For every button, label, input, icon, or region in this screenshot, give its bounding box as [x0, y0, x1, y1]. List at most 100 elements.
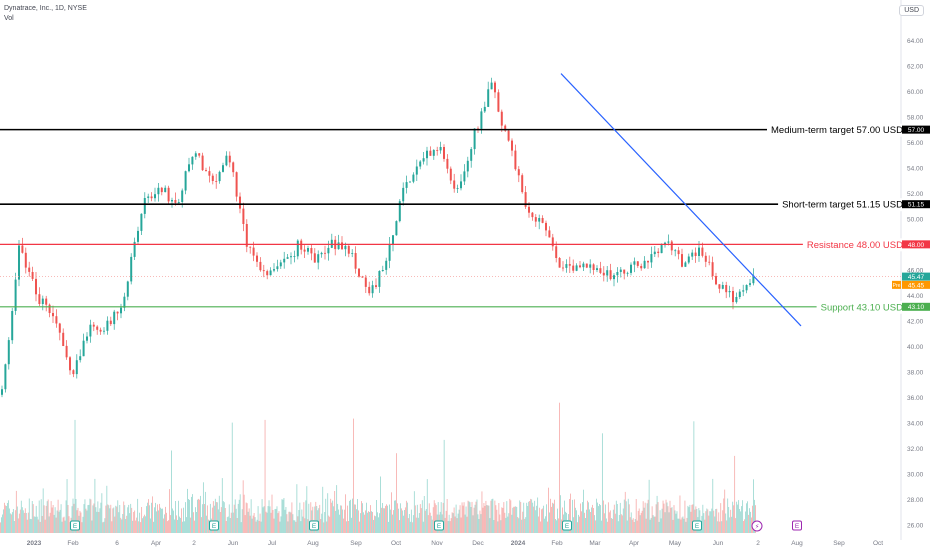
candle	[371, 285, 374, 294]
volume-bar	[231, 422, 233, 533]
volume-bar	[37, 519, 39, 533]
volume-bar	[560, 495, 561, 533]
volume-bar	[183, 507, 184, 533]
volume-bar	[430, 515, 432, 533]
candle	[497, 92, 500, 112]
candle	[351, 253, 354, 254]
volume-bar	[385, 505, 386, 533]
candle	[735, 297, 738, 303]
candle	[732, 291, 734, 303]
news-glyph: ⚡	[755, 524, 760, 531]
volume-bar	[61, 521, 63, 533]
volume-bar	[390, 509, 391, 533]
volume-bar	[246, 503, 248, 533]
volume-bar	[637, 510, 639, 533]
volume-bar	[343, 518, 345, 533]
volume-bar	[633, 522, 635, 533]
volume-bar	[643, 507, 645, 533]
volume-bar	[72, 498, 74, 533]
volume-bar	[589, 509, 590, 533]
volume-bar	[638, 508, 640, 533]
volume-bar	[654, 516, 656, 533]
volume-bar	[220, 507, 222, 533]
volume-bar	[600, 520, 602, 533]
volume-bar	[292, 514, 294, 533]
volume-bar	[360, 513, 361, 533]
level-label-bg	[816, 300, 906, 314]
volume-bar	[414, 505, 416, 533]
volume-bar	[23, 512, 25, 533]
volume-bar	[445, 510, 447, 533]
level-target: Medium-term target 57.00 USD 57.00	[0, 123, 930, 137]
volume-bar	[15, 490, 17, 533]
candle	[89, 324, 92, 337]
volume-bar	[102, 522, 104, 533]
volume-bar	[528, 501, 530, 533]
volume-bar	[607, 502, 609, 533]
volume-bar	[425, 509, 427, 533]
volume-bar	[476, 499, 478, 533]
volume-bar	[267, 506, 269, 533]
candle	[96, 326, 99, 330]
volume-bar	[323, 522, 325, 533]
volume-bar	[647, 499, 649, 533]
time-tick-label: Jun	[228, 540, 239, 547]
volume-bar	[367, 512, 368, 533]
volume-bar	[201, 504, 203, 533]
pre-market-tag-label: 45.45	[908, 282, 925, 289]
candle	[58, 323, 61, 333]
candle	[694, 252, 697, 256]
volume-bar	[540, 521, 542, 533]
volume-bar	[680, 519, 682, 533]
volume-bar	[277, 513, 279, 533]
volume-bar	[510, 500, 512, 533]
volume-bar	[57, 499, 59, 533]
candle	[446, 158, 449, 169]
volume-bar	[394, 500, 395, 533]
volume-bar	[519, 500, 521, 533]
candle	[24, 252, 27, 268]
volume-bar	[506, 501, 508, 533]
volume-bar	[635, 499, 637, 533]
candle	[239, 196, 241, 209]
event-markers: E E E E E E ⚡ E	[70, 520, 802, 532]
candle	[483, 106, 486, 112]
volume-bar	[82, 516, 84, 533]
candle	[154, 194, 156, 199]
volume-bar	[302, 516, 304, 533]
volume-bar	[456, 518, 458, 533]
time-tick-label: Jul	[268, 540, 277, 547]
volume-bar	[721, 521, 723, 533]
earnings-glyph: E	[212, 523, 217, 530]
candle	[398, 201, 401, 222]
volume-bar	[251, 518, 253, 533]
volume-bar	[296, 484, 298, 533]
volume-bar	[539, 507, 541, 533]
candle	[256, 255, 258, 262]
candle	[245, 224, 248, 247]
candle	[667, 241, 670, 243]
volume-bar	[142, 518, 144, 533]
volume-bar	[274, 509, 276, 533]
volume-bar	[297, 516, 299, 533]
volume-bar	[221, 478, 223, 533]
volume-bar	[678, 518, 680, 533]
volume-bar	[155, 502, 156, 533]
volume-bar	[580, 503, 581, 533]
candle	[1, 389, 3, 395]
volume-bar	[542, 508, 544, 533]
volume-bar	[200, 495, 201, 533]
currency-button[interactable]: USD	[899, 5, 924, 16]
volume-bar	[166, 512, 167, 533]
candle	[228, 155, 231, 163]
volume-bar	[332, 500, 334, 533]
volume-bar	[281, 499, 283, 533]
earnings-glyph: E	[795, 523, 800, 530]
volume-bar	[407, 518, 409, 533]
volume-bar	[733, 505, 735, 533]
candle	[113, 311, 116, 325]
volume-bar	[83, 504, 85, 533]
volume-bar	[115, 505, 117, 533]
